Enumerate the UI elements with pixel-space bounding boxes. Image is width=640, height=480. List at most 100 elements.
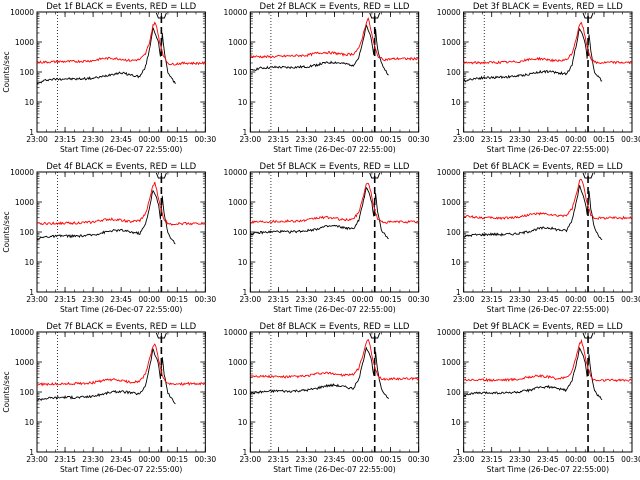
x-tick-label: 23:15 [268,135,290,144]
detector-panel-6: Det 6f BLACK = Events, RED = LLD 1 10 100 10… [437,162,640,314]
y-tick-label: 100 [446,68,461,77]
x-axis-label: Start Time (26-Dec-07 22:55:00) [487,305,609,314]
x-tick-label: 23:15 [481,455,503,464]
plot-frame [463,171,633,293]
x-tick-label: 00:15 [166,295,188,304]
lld-series-line [36,21,206,66]
x-tick-label: 00:15 [593,295,615,304]
x-tick-label: 23:15 [268,295,290,304]
y-tick-label: 10000 [10,168,34,177]
flare-marker-symbol [369,12,381,19]
lld-series-line [250,338,420,381]
x-tick-label: 00:30 [195,135,217,144]
x-tick-label: 00:00 [138,455,160,464]
x-tick-label: 23:00 [453,295,475,304]
y-tick-label: 1 [243,288,248,297]
x-tick-label: 00:15 [380,135,402,144]
x-tick-label: 23:30 [296,455,318,464]
flare-marker-symbol [155,172,167,179]
events-series-line [463,346,603,401]
y-tick-label: 10 [238,258,248,267]
x-tick-label: 00:30 [408,135,430,144]
y-tick-label: 10 [451,418,461,427]
x-axis-label: Start Time (26-Dec-07 22:55:00) [273,145,395,154]
x-tick-label: 00:30 [621,295,640,304]
flare-marker-symbol [369,332,381,339]
y-tick-label: 1 [29,128,34,137]
panel-title: Det 9f BLACK = Events, RED = LLD [473,322,623,332]
lld-series-line [463,338,633,383]
y-tick-label: 1000 [228,38,247,47]
y-tick-label: 10000 [10,8,34,17]
x-tick-label: 00:00 [565,295,587,304]
y-tick-label: 10000 [437,328,461,337]
y-tick-label: 10 [451,258,461,267]
y-tick-label: 10000 [223,168,247,177]
events-series-line [463,185,603,241]
y-tick-label: 1000 [442,38,461,47]
flare-marker-symbol [582,172,594,179]
x-tick-label: 00:00 [352,135,374,144]
x-tick-label: 23:15 [481,135,503,144]
y-tick-label: 100 [446,228,461,237]
y-axis-label: Counts/sec [2,371,11,412]
panel-title: Det 4f BLACK = Events, RED = LLD [46,162,196,172]
x-tick-label: 23:00 [453,455,475,464]
x-axis-label: Start Time (26-Dec-07 22:55:00) [487,145,609,154]
plot-frame [249,11,420,133]
x-tick-label: 23:00 [26,455,48,464]
y-tick-label: 1000 [228,198,247,207]
y-tick-label: 100 [20,228,35,237]
x-tick-label: 23:15 [54,295,76,304]
y-axis-label: Counts/sec [2,51,11,92]
y-tick-label: 1 [243,448,248,457]
x-tick-label: 00:15 [380,295,402,304]
panel-title: Det 2f BLACK = Events, RED = LLD [260,2,410,12]
flare-marker-symbol [582,332,594,339]
events-series-line [36,189,176,245]
x-axis-label: Start Time (26-Dec-07 22:55:00) [60,305,182,314]
x-tick-label: 00:15 [593,135,615,144]
x-tick-label: 00:00 [352,295,374,304]
x-tick-label: 23:00 [240,455,262,464]
y-tick-label: 10000 [437,8,461,17]
y-tick-label: 100 [233,68,248,77]
y-tick-label: 10000 [223,328,247,337]
flare-marker-symbol [369,172,381,179]
x-tick-label: 00:15 [380,455,402,464]
x-tick-label: 23:30 [82,135,104,144]
x-tick-label: 23:45 [110,295,132,304]
lld-series-line [249,16,419,62]
x-axis-label: Start Time (26-Dec-07 22:55:00) [60,145,182,154]
x-tick-label: 23:30 [296,295,318,304]
detector-panel-5: Det 5f BLACK = Events, RED = LLD 1 10 100 10… [223,162,429,314]
events-series-line [463,27,603,83]
x-tick-label: 00:15 [593,455,615,464]
y-tick-label: 10 [24,258,34,267]
y-tick-label: 100 [20,68,35,77]
panel-title: Det 1f BLACK = Events, RED = LLD [46,2,196,12]
x-tick-label: 23:15 [54,135,76,144]
y-tick-label: 100 [20,388,35,397]
plot-frame [249,171,420,293]
flare-marker-symbol [155,12,167,19]
x-tick-label: 23:15 [268,455,290,464]
detector-panel-7: Det 7f BLACK = Events, RED = LLD 1 10 100 10… [2,322,216,474]
x-tick-label: 23:45 [324,295,346,304]
y-tick-label: 100 [233,388,248,397]
flare-marker-symbol [582,12,594,19]
x-tick-label: 00:30 [408,295,430,304]
plot-frame [36,171,206,293]
x-tick-label: 23:45 [537,135,559,144]
detector-panel-4: Det 4f BLACK = Events, RED = LLD 1 10 100 10… [2,162,216,314]
y-tick-label: 100 [446,388,461,397]
x-axis-label: Start Time (26-Dec-07 22:55:00) [487,465,609,474]
y-tick-label: 100 [233,228,248,237]
x-tick-label: 00:30 [195,455,217,464]
y-tick-label: 10000 [437,168,461,177]
y-tick-label: 10 [238,418,248,427]
x-tick-label: 23:30 [509,455,531,464]
panel-title: Det 7f BLACK = Events, RED = LLD [46,322,196,332]
y-tick-label: 1000 [228,358,247,367]
detector-panel-9: Det 9f BLACK = Events, RED = LLD 1 10 100 10… [437,322,640,474]
